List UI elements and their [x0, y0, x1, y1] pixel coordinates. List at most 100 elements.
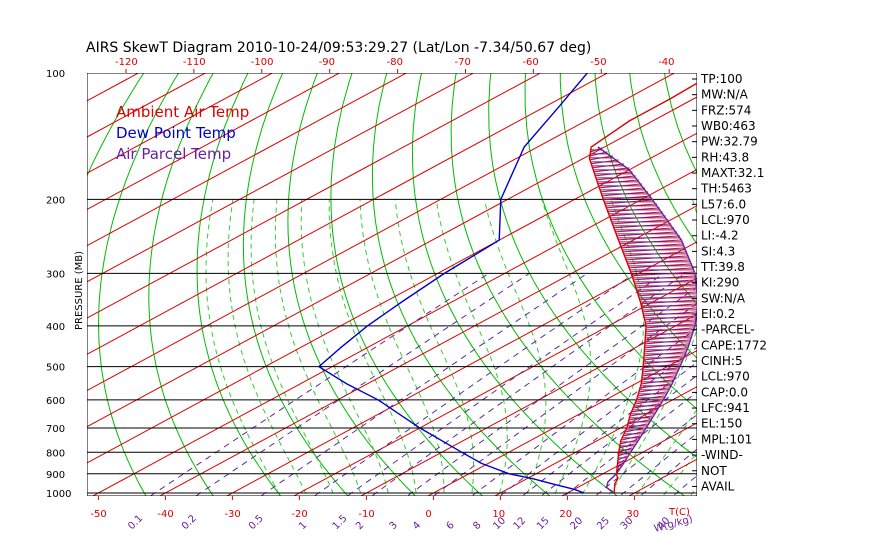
cape-hatch-diagonal [623, 251, 688, 257]
cape-hatch-diagonal [641, 379, 673, 385]
cape-hatch-diagonal [614, 227, 675, 233]
bottom-tick-label: 30 [626, 509, 639, 520]
top-tick-label: -40 [658, 57, 674, 68]
dry-adiabat-line [524, 73, 697, 410]
cape-hatch-diagonal [618, 447, 633, 453]
moist-adiabat-line [541, 199, 592, 496]
index-item: MAXT:32.1 [701, 166, 764, 180]
dry-adiabat-line [629, 73, 697, 245]
index-item: -PARCEL- [701, 323, 755, 337]
moist-adiabat-line [250, 199, 335, 496]
top-tick-label: -100 [251, 57, 274, 68]
cape-hatch-diagonal [617, 235, 680, 241]
dry-adiabat-line [287, 73, 417, 496]
mixing-ratio-line [619, 432, 697, 496]
mixing-ratio-line [313, 272, 635, 496]
top-tick-label: -60 [522, 57, 538, 68]
cape-hatch-diagonal [617, 455, 628, 461]
index-item: RH:43.8 [701, 150, 749, 164]
pressure-tick-label: 600 [46, 396, 65, 407]
index-item: EL:150 [701, 417, 742, 431]
moist-adiabat-line [435, 199, 508, 496]
index-item: MPL:101 [701, 432, 752, 446]
cape-hatch-diagonal [607, 207, 660, 213]
cape-hatch-diagonal [620, 439, 638, 445]
dry-adiabat-line [242, 73, 349, 496]
cape-hatch-diagonal [610, 215, 666, 221]
y-axis-label: PRESSURE (MB) [74, 251, 85, 330]
index-item: L57:6.0 [701, 197, 746, 211]
mixing-ratio-line [540, 374, 697, 496]
mixing-ratio-line [521, 361, 697, 496]
pressure-tick-label: 100 [46, 69, 65, 80]
cape-hatch-diagonal [639, 295, 697, 301]
mixing-ratio-line [370, 272, 686, 496]
mixing-ratio-line [406, 286, 697, 496]
cape-hatch-diagonal [640, 299, 697, 305]
index-item: SI:4.3 [701, 244, 735, 258]
cape-hatch-diagonal [623, 431, 643, 437]
cape-hatch-diagonal [608, 211, 663, 217]
pressure-tick-labels: 100 200 300 400 500 600 700 800 900 1000 [46, 69, 71, 500]
mixing-ratio-line [260, 272, 588, 496]
cape-hatch-diagonal [618, 451, 630, 457]
index-item: NOT [701, 464, 727, 478]
dry-adiabat-line [834, 64, 870, 502]
cape-hatch-diagonal [628, 419, 650, 425]
mixing-ratio-label: 3 [388, 520, 400, 532]
cape-hatch-diagonal [605, 203, 657, 209]
pressure-tick-label: 1000 [46, 489, 71, 500]
cape-hatch-diagonal [642, 367, 679, 373]
cape-hatch-diagonal [642, 307, 697, 313]
mixing-ratio-line [563, 391, 697, 496]
chart-title: AIRS SkewT Diagram 2010-10-24/09:53:29.2… [86, 40, 591, 56]
cape-hatch-diagonal [593, 167, 630, 173]
cape-hatch-diagonal [616, 231, 678, 237]
cape-hatch-diagonal [594, 171, 633, 177]
index-item: LI:-4.2 [701, 229, 739, 243]
cape-hatch-diagonal [641, 375, 675, 381]
bottom-tick-label: -40 [157, 509, 173, 520]
cape-hatch-diagonal [637, 291, 697, 297]
pressure-tick-label: 700 [46, 424, 65, 435]
index-item: -WIND- [701, 448, 743, 462]
cape-hatch-diagonal [590, 159, 619, 165]
isotherm-line [292, 277, 697, 496]
moist-adiabat-line [580, 199, 644, 496]
cape-hatch-diagonal [633, 279, 696, 285]
index-item: MW:N/A [701, 88, 749, 102]
mixing-ratio-lines [149, 272, 697, 496]
cape-hatch-diagonal [643, 355, 684, 361]
bottom-tick-label: -10 [358, 509, 374, 520]
isotherm-line [225, 241, 697, 496]
bottom-tick-label: 20 [559, 509, 572, 520]
mixing-ratio-label: 12 [511, 515, 528, 532]
cape-hatch-diagonal [633, 403, 660, 409]
cape-hatch-diagonal [602, 195, 652, 201]
pressure-tick-label: 800 [46, 448, 65, 459]
cape-hatch-diagonal [622, 247, 686, 253]
mixing-ratio-line [432, 302, 697, 496]
index-item: TP:100 [700, 72, 743, 86]
top-temperature-ticks: -120 -110 -100 -90 -80 -70 -60 -50 -40 [115, 57, 675, 73]
cape-hatch-diagonal [613, 223, 672, 229]
top-tick-label: -70 [455, 57, 471, 68]
cape-hatch-diagonal [629, 267, 694, 273]
index-item: LCL:970 [701, 213, 750, 227]
cape-hatch-diagonal [595, 175, 636, 181]
cape-hatch-diagonal [601, 191, 648, 197]
cape-hatch-diagonal [616, 463, 623, 469]
mixing-ratio-label: 4 [411, 520, 423, 532]
isotherm-line [87, 132, 697, 464]
cape-hatch-diagonal [643, 359, 683, 365]
isotherm-line [87, 96, 697, 428]
bottom-tick-label: -20 [291, 509, 307, 520]
cape-hatch-diagonal [622, 435, 641, 441]
dry-adiabat-line [196, 73, 282, 496]
cape-hatch-diagonal [598, 183, 642, 189]
isotherm-line [87, 73, 475, 283]
cape-hatch-diagonal [645, 319, 696, 325]
cape-hatch-diagonal [645, 331, 693, 337]
index-item: LFC:941 [701, 401, 750, 415]
